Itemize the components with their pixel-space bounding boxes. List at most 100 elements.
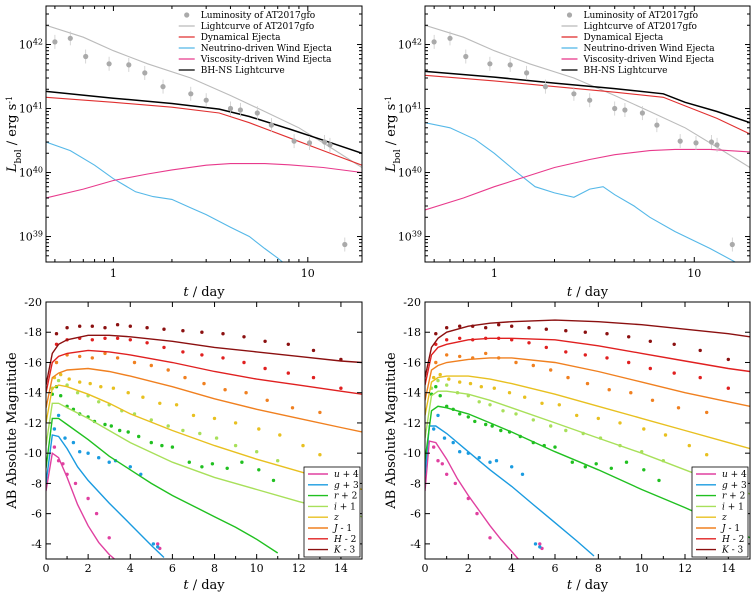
luminosity-point xyxy=(67,35,73,41)
plot-frame xyxy=(45,301,363,560)
data-point-z xyxy=(642,427,646,431)
data-point-J - 1 xyxy=(650,398,655,402)
data-point-K - 3 xyxy=(65,326,69,330)
data-point-u + 4 xyxy=(56,459,61,463)
data-point-H - 2 xyxy=(162,345,166,350)
data-point-K - 3 xyxy=(497,323,501,327)
x-tick-label: 1 xyxy=(110,267,117,280)
data-point-K - 3 xyxy=(339,357,343,362)
data-point-i + 1 xyxy=(233,443,238,448)
data-point-i + 1 xyxy=(488,403,492,407)
data-point-g + 3 xyxy=(128,465,132,469)
data-point-H - 2 xyxy=(311,375,316,380)
data-point-g + 3 xyxy=(442,436,447,440)
luminosity-point xyxy=(571,91,577,97)
luminosity-point xyxy=(524,70,530,76)
data-point-H - 2 xyxy=(564,350,568,354)
data-point-J - 1 xyxy=(265,398,269,402)
data-point-r + 2 xyxy=(170,445,175,449)
legend-label: Neutrino-driven Wind Ejecta xyxy=(584,44,716,54)
luminosity-point xyxy=(542,84,549,90)
y-tick-label: 1039 xyxy=(19,229,43,244)
legend-label: J - 1 xyxy=(720,524,740,534)
data-point-r + 2 xyxy=(445,404,449,408)
panel-top-left: 1 10 1039 1040 1041 1042 t / day Lbol / erg s-1… xyxy=(5,5,363,300)
luminosity-point xyxy=(463,53,469,60)
data-point-i + 1 xyxy=(97,400,101,404)
x-axis-label: t / day xyxy=(183,285,225,300)
data-point-J - 1 xyxy=(78,354,82,359)
luminosity-point xyxy=(487,61,493,67)
data-point-z xyxy=(174,403,179,407)
data-point-J - 1 xyxy=(223,388,227,392)
data-point-i + 1 xyxy=(531,418,535,422)
data-point-u + 4 xyxy=(73,481,78,486)
data-point-r + 2 xyxy=(458,412,462,416)
data-point-i + 1 xyxy=(436,378,440,383)
data-point-r + 2 xyxy=(451,407,455,411)
data-point-r + 2 xyxy=(507,430,512,434)
data-point-u + 4 xyxy=(445,472,449,476)
x-tick-label: 8 xyxy=(595,562,602,575)
data-point-z xyxy=(523,395,527,399)
data-point-r + 2 xyxy=(518,434,522,439)
data-point-H - 2 xyxy=(145,341,149,345)
data-point-r + 2 xyxy=(257,468,261,472)
legend-label: Dynamical Ejecta xyxy=(584,33,664,43)
data-point-g + 3 xyxy=(488,460,492,464)
data-point-K - 3 xyxy=(286,342,290,346)
luminosity-point xyxy=(227,105,234,112)
x-tick-label: 12 xyxy=(678,562,692,575)
y-tick-label: -10 xyxy=(403,447,421,460)
data-point-g + 3 xyxy=(107,460,111,464)
panel-top-right: 1 10 1039 1040 1041 1042 t / day Lbol / erg s-1… xyxy=(384,5,751,300)
data-point-H - 2 xyxy=(221,356,225,360)
y-tick-label: -10 xyxy=(24,447,42,460)
data-point-H - 2 xyxy=(103,336,107,340)
data-point-J - 1 xyxy=(166,368,170,372)
legend-label: K - 3 xyxy=(721,546,743,556)
data-point-J - 1 xyxy=(458,354,462,359)
luminosity-point xyxy=(322,139,328,145)
luminosity-point xyxy=(507,62,513,68)
legend-marker xyxy=(566,12,573,18)
data-point-u + 4 xyxy=(440,462,444,466)
data-point-r + 2 xyxy=(466,415,470,419)
y-tick-label: -6 xyxy=(410,508,421,521)
x-tick-label: 14 xyxy=(334,562,348,575)
data-point-r + 2 xyxy=(642,468,646,472)
data-point-r + 2 xyxy=(490,424,494,428)
data-point-J - 1 xyxy=(244,391,248,395)
data-point-i + 1 xyxy=(581,431,585,436)
luminosity-point xyxy=(160,84,166,90)
y-tick-label: -4 xyxy=(410,538,421,551)
data-point-r + 2 xyxy=(118,428,122,433)
data-point-g + 3 xyxy=(156,545,160,549)
legend-label: r + 2 xyxy=(334,492,357,502)
y-tick-label: -14 xyxy=(403,387,421,400)
x-tick-label: 12 xyxy=(292,562,306,575)
y-axis-label: AB Absolute Magnitude xyxy=(384,352,399,510)
luminosity-point xyxy=(203,97,209,103)
data-point-z xyxy=(663,433,668,437)
data-point-z xyxy=(141,395,145,399)
data-point-z xyxy=(458,380,462,384)
data-point-H - 2 xyxy=(242,360,246,365)
data-point-J - 1 xyxy=(54,360,59,365)
x-tick-label: 2 xyxy=(85,562,92,575)
luminosity-point xyxy=(106,61,112,67)
legend-label: K - 3 xyxy=(333,546,355,556)
y-tick-label: -8 xyxy=(31,477,42,490)
data-point-H - 2 xyxy=(698,375,702,380)
data-point-r + 2 xyxy=(149,440,153,445)
luminosity-point xyxy=(52,39,58,45)
data-point-H - 2 xyxy=(497,336,501,340)
y-tick-label: 1039 xyxy=(398,229,422,244)
data-point-J - 1 xyxy=(514,360,518,365)
data-point-z xyxy=(88,381,92,386)
data-point-r + 2 xyxy=(484,422,488,427)
data-point-H - 2 xyxy=(445,338,449,342)
data-point-H - 2 xyxy=(605,356,609,360)
x-tick-label: 14 xyxy=(721,562,735,575)
